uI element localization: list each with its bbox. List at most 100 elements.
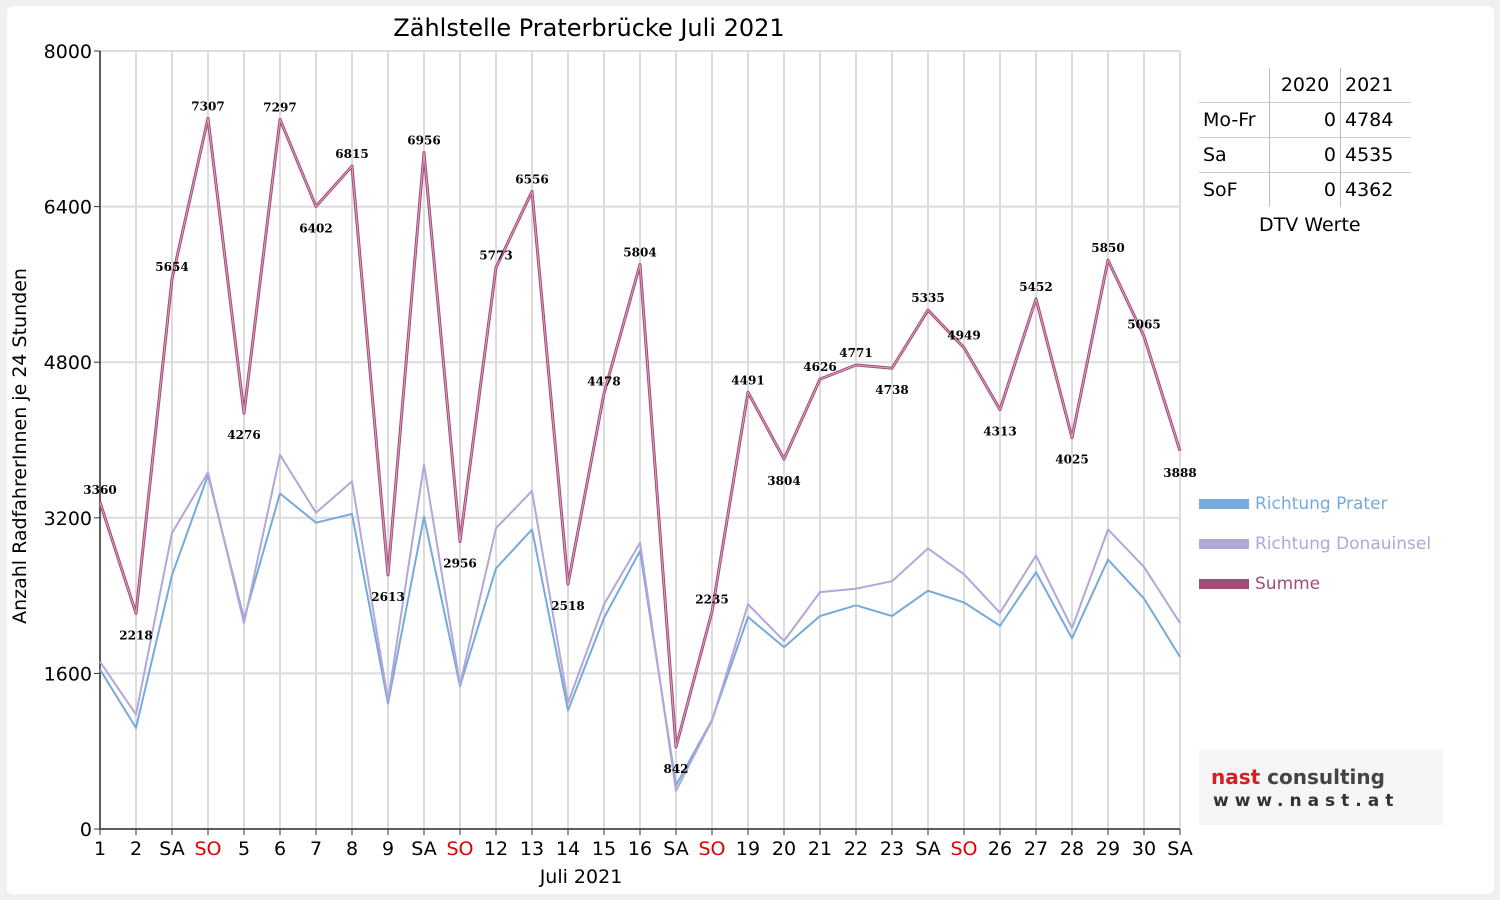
- x-tick-label: SA: [411, 838, 436, 860]
- legend-label-prater: Richtung Prater: [1255, 494, 1388, 514]
- x-tick-label: 21: [808, 838, 832, 860]
- x-tick-label: 6: [274, 838, 286, 860]
- data-label: 7297: [263, 100, 296, 114]
- dtv-header-row: 2020 2021: [1199, 68, 1411, 103]
- series-line-donauinsel: [99, 453, 1181, 792]
- x-tick-label: 29: [1096, 838, 1120, 860]
- x-tick-label: 12: [484, 838, 508, 860]
- dtv-row-label: SoF: [1199, 172, 1270, 207]
- x-tick-label: SO: [194, 838, 221, 860]
- x-tick-label: 2: [130, 838, 142, 860]
- data-label: 3804: [767, 474, 800, 488]
- x-tick-label: 27: [1024, 838, 1048, 860]
- chart-frame: 0 1600 3200 4800 6400 8000 1 2 SA SO 5 6 7 8 9 SA SO 12 13…: [7, 6, 1494, 894]
- data-label: 842: [663, 762, 688, 776]
- dtv-row-label: Sa: [1199, 137, 1270, 173]
- x-tick-label: 7: [310, 838, 322, 860]
- nast-consulting-logo: nast consulting www.nast.at: [1199, 749, 1443, 825]
- dtv-row-2021: 4535: [1340, 137, 1411, 173]
- y-tick-label: 4800: [44, 352, 92, 374]
- data-label: 5335: [911, 291, 944, 305]
- y-tick-label: 6400: [44, 197, 92, 219]
- x-tick-label: 5: [238, 838, 250, 860]
- x-tick-label: SA: [915, 838, 940, 860]
- data-label: 5065: [1127, 317, 1160, 331]
- dtv-row-2021: 4784: [1340, 102, 1411, 138]
- data-label: 2613: [371, 590, 404, 604]
- x-tick-label: 19: [736, 838, 760, 860]
- data-label: 4313: [983, 425, 1016, 439]
- data-label: 2218: [119, 628, 152, 642]
- x-tick-label: 20: [772, 838, 796, 860]
- grid: [99, 50, 1181, 830]
- x-tick-label: 22: [844, 838, 868, 860]
- logo-url: www.nast.at: [1213, 791, 1400, 811]
- dtv-row: SoF 0 4362: [1199, 172, 1411, 207]
- y-tick-label: 8000: [44, 41, 92, 63]
- data-label: 7307: [191, 99, 224, 113]
- data-label: 4491: [731, 373, 764, 387]
- data-label: 4738: [875, 383, 908, 397]
- legend-label-summe: Summe: [1255, 574, 1321, 594]
- y-tick-label: 1600: [44, 663, 92, 685]
- x-tick-label: 13: [520, 838, 544, 860]
- x-tick-label: 26: [988, 838, 1012, 860]
- legend-swatch-summe: [1199, 579, 1249, 589]
- x-tick-label: 8: [346, 838, 358, 860]
- x-tick-label: 9: [382, 838, 394, 860]
- x-tick-label: SO: [698, 838, 725, 860]
- legend-item-donauinsel[interactable]: Richtung Donauinsel: [1199, 534, 1431, 554]
- data-label: 4025: [1055, 453, 1088, 467]
- series-line-prater: [99, 474, 1181, 787]
- x-tick-label: 30: [1132, 838, 1156, 860]
- data-label: 4478: [587, 375, 620, 389]
- series-lines: [98, 116, 1182, 792]
- dtv-table: 2020 2021 Mo-Fr 0 4784 Sa 0 4535 SoF 0 4…: [1199, 68, 1411, 207]
- legend-item-summe[interactable]: Summe: [1199, 574, 1320, 594]
- chart-title: Zählstelle Praterbrücke Juli 2021: [393, 14, 784, 42]
- y-tick-label: 0: [80, 819, 92, 841]
- x-tick-label: 14: [556, 838, 580, 860]
- legend-swatch-prater: [1199, 499, 1249, 509]
- x-tick-label: 15: [592, 838, 616, 860]
- data-label: 6956: [407, 134, 440, 148]
- data-label: 4949: [947, 329, 980, 343]
- legend-label-donauinsel: Richtung Donauinsel: [1255, 534, 1432, 554]
- data-label: 3888: [1163, 466, 1196, 480]
- series-line-summe-highlight: [99, 117, 1181, 748]
- y-axis-label: Anzahl RadfahrerInnen je 24 Stunden: [9, 268, 31, 624]
- legend-item-prater[interactable]: Richtung Prater: [1199, 494, 1388, 514]
- dtv-row-2020: 0: [1269, 137, 1341, 173]
- dtv-caption: DTV Werte: [1259, 214, 1361, 236]
- data-label: 5452: [1019, 280, 1052, 294]
- x-axis-label: Juli 2021: [539, 866, 623, 888]
- dtv-row-2020: 0: [1269, 102, 1341, 138]
- dtv-row: Mo-Fr 0 4784: [1199, 102, 1411, 138]
- x-tick-label: SA: [1167, 838, 1192, 860]
- data-label: 2235: [695, 593, 728, 607]
- data-label: 4626: [803, 360, 836, 374]
- x-tick-label: SO: [950, 838, 977, 860]
- data-label: 2956: [443, 557, 476, 571]
- dtv-row-2021: 4362: [1340, 172, 1411, 207]
- dtv-header-2020: 2020: [1269, 68, 1341, 103]
- data-label: 4771: [839, 346, 872, 360]
- legend-swatch-donauinsel: [1199, 539, 1249, 549]
- data-label: 6556: [515, 172, 548, 186]
- y-tick-label: 3200: [44, 508, 92, 530]
- dtv-row-2020: 0: [1269, 172, 1341, 207]
- x-tick-label: 1: [94, 838, 106, 860]
- x-tick-label: SO: [446, 838, 473, 860]
- x-tick-label: SA: [663, 838, 688, 860]
- data-label: 5773: [479, 249, 512, 263]
- x-tick-label: 28: [1060, 838, 1084, 860]
- dtv-header-blank: [1199, 68, 1270, 103]
- data-labels: 3360 2218 5654 7307 4276 7297 6402 6815 2613 6956…: [83, 99, 1196, 776]
- data-label: 5850: [1091, 241, 1124, 255]
- x-tick-label: SA: [159, 838, 184, 860]
- x-tick-label: 23: [880, 838, 904, 860]
- data-label: 5654: [155, 260, 188, 274]
- data-label: 2518: [551, 599, 584, 613]
